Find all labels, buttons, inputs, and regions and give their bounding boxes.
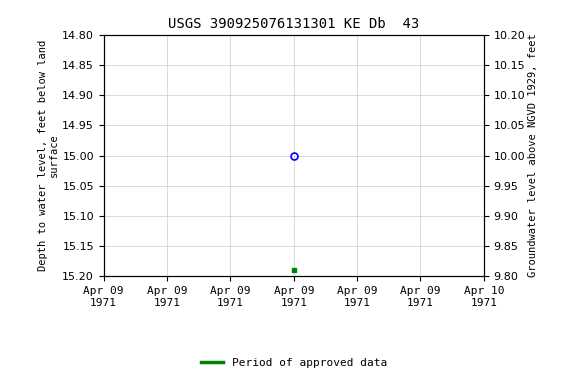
Legend: Period of approved data: Period of approved data — [196, 354, 391, 372]
Title: USGS 390925076131301 KE Db  43: USGS 390925076131301 KE Db 43 — [168, 17, 419, 31]
Y-axis label: Groundwater level above NGVD 1929, feet: Groundwater level above NGVD 1929, feet — [528, 34, 538, 277]
Y-axis label: Depth to water level, feet below land
surface: Depth to water level, feet below land su… — [37, 40, 59, 271]
